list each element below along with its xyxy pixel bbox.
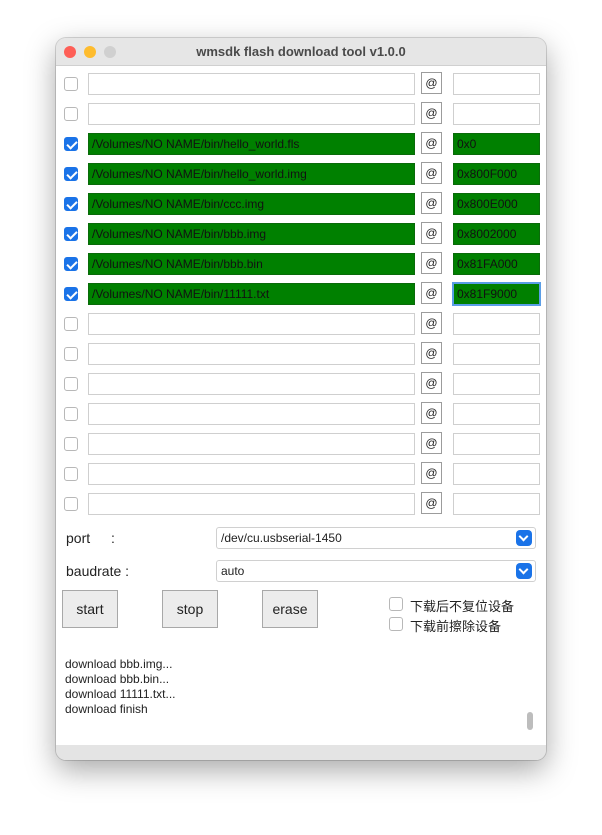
- dropdown-arrow: [516, 563, 532, 579]
- row-checkbox[interactable]: [64, 227, 78, 241]
- row-checkbox[interactable]: [64, 257, 78, 271]
- address-field[interactable]: 0x800E000: [453, 193, 540, 215]
- row-checkbox[interactable]: [64, 497, 78, 511]
- path-field[interactable]: [88, 313, 415, 335]
- path-field[interactable]: /Volumes/NO NAME/bin/hello_world.img: [88, 163, 415, 185]
- browse-button[interactable]: @: [421, 402, 442, 424]
- browse-button[interactable]: @: [421, 282, 442, 304]
- action-button[interactable]: stop: [162, 590, 218, 628]
- window: wmsdk flash download tool v1.0.0 @ @ /Volu…: [56, 38, 546, 760]
- path-field[interactable]: [88, 343, 415, 365]
- browse-button[interactable]: @: [421, 102, 442, 124]
- address-field[interactable]: [453, 433, 540, 455]
- baudrate-select[interactable]: auto: [216, 560, 536, 582]
- row-checkbox[interactable]: [64, 107, 78, 121]
- row-checkbox[interactable]: [64, 377, 78, 391]
- path-field[interactable]: /Volumes/NO NAME/bin/bbb.img: [88, 223, 415, 245]
- row-checkbox[interactable]: [64, 287, 78, 301]
- port-select[interactable]: /dev/cu.usbserial-1450: [216, 527, 536, 549]
- scrollbar-thumb[interactable]: [527, 712, 533, 730]
- port-colon: :: [111, 530, 115, 546]
- action-button[interactable]: erase: [262, 590, 318, 628]
- path-field[interactable]: [88, 433, 415, 455]
- address-field[interactable]: 0x0: [453, 133, 540, 155]
- path-field[interactable]: [88, 463, 415, 485]
- path-field[interactable]: [88, 493, 415, 515]
- zoom-button[interactable]: [104, 46, 116, 58]
- path-field[interactable]: /Volumes/NO NAME/bin/hello_world.fls: [88, 133, 415, 155]
- address-field[interactable]: [453, 373, 540, 395]
- path-field[interactable]: [88, 373, 415, 395]
- row-checkbox[interactable]: [64, 77, 78, 91]
- log-line: download finish: [65, 702, 148, 716]
- path-field[interactable]: [88, 403, 415, 425]
- row-checkbox[interactable]: [64, 347, 78, 361]
- close-button[interactable]: [64, 46, 76, 58]
- browse-button[interactable]: @: [421, 492, 442, 514]
- row-checkbox[interactable]: [64, 317, 78, 331]
- address-field[interactable]: 0x8002000: [453, 223, 540, 245]
- path-field[interactable]: [88, 103, 415, 125]
- address-field[interactable]: [453, 343, 540, 365]
- log-line: download bbb.img...: [65, 657, 173, 671]
- browse-button[interactable]: @: [421, 462, 442, 484]
- action-button[interactable]: start: [62, 590, 118, 628]
- option-label: 下载前擦除设备: [410, 619, 502, 634]
- browse-button[interactable]: @: [421, 252, 442, 274]
- browse-button[interactable]: @: [421, 192, 442, 214]
- browse-button[interactable]: @: [421, 72, 442, 94]
- browse-button[interactable]: @: [421, 222, 442, 244]
- path-field[interactable]: /Volumes/NO NAME/bin/bbb.bin: [88, 253, 415, 275]
- browse-button[interactable]: @: [421, 372, 442, 394]
- baudrate-label: baudrate :: [66, 563, 130, 579]
- browse-button[interactable]: @: [421, 132, 442, 154]
- address-field[interactable]: [453, 103, 540, 125]
- option-checkbox[interactable]: [389, 597, 403, 611]
- title-bar: wmsdk flash download tool v1.0.0: [56, 38, 546, 66]
- row-checkbox[interactable]: [64, 467, 78, 481]
- address-field[interactable]: 0x800F000: [453, 163, 540, 185]
- address-field[interactable]: [453, 493, 540, 515]
- path-field[interactable]: /Volumes/NO NAME/bin/ccc.img: [88, 193, 415, 215]
- browse-button[interactable]: @: [421, 432, 442, 454]
- log-line: download bbb.bin...: [65, 672, 170, 686]
- address-field[interactable]: 0x81FA000: [453, 253, 540, 275]
- address-field[interactable]: [453, 73, 540, 95]
- option-label: 下载后不复位设备: [410, 599, 515, 614]
- option-checkbox[interactable]: [389, 617, 403, 631]
- address-field[interactable]: [453, 463, 540, 485]
- address-field[interactable]: 0x81F9000: [452, 282, 541, 306]
- window-title: wmsdk flash download tool v1.0.0: [196, 44, 406, 59]
- address-field[interactable]: [453, 403, 540, 425]
- minimize-button[interactable]: [84, 46, 96, 58]
- row-checkbox[interactable]: [64, 137, 78, 151]
- dropdown-arrow: [516, 530, 532, 546]
- port-label: port: [66, 530, 91, 546]
- log-line: download 11111.txt...: [65, 687, 176, 701]
- browse-button[interactable]: @: [421, 342, 442, 364]
- content: @ @ /Volumes/NO NAME/bin/hello_world.fls @0…: [56, 66, 546, 745]
- browse-button[interactable]: @: [421, 162, 442, 184]
- path-field[interactable]: /Volumes/NO NAME/bin/11111.txt: [88, 283, 415, 305]
- log-area: download bbb.img... download bbb.bin... do…: [56, 650, 536, 735]
- status-strip: [56, 745, 546, 760]
- browse-button[interactable]: @: [421, 312, 442, 334]
- row-checkbox[interactable]: [64, 167, 78, 181]
- row-checkbox[interactable]: [64, 197, 78, 211]
- row-checkbox[interactable]: [64, 407, 78, 421]
- address-field[interactable]: [453, 313, 540, 335]
- row-checkbox[interactable]: [64, 437, 78, 451]
- path-field[interactable]: [88, 73, 415, 95]
